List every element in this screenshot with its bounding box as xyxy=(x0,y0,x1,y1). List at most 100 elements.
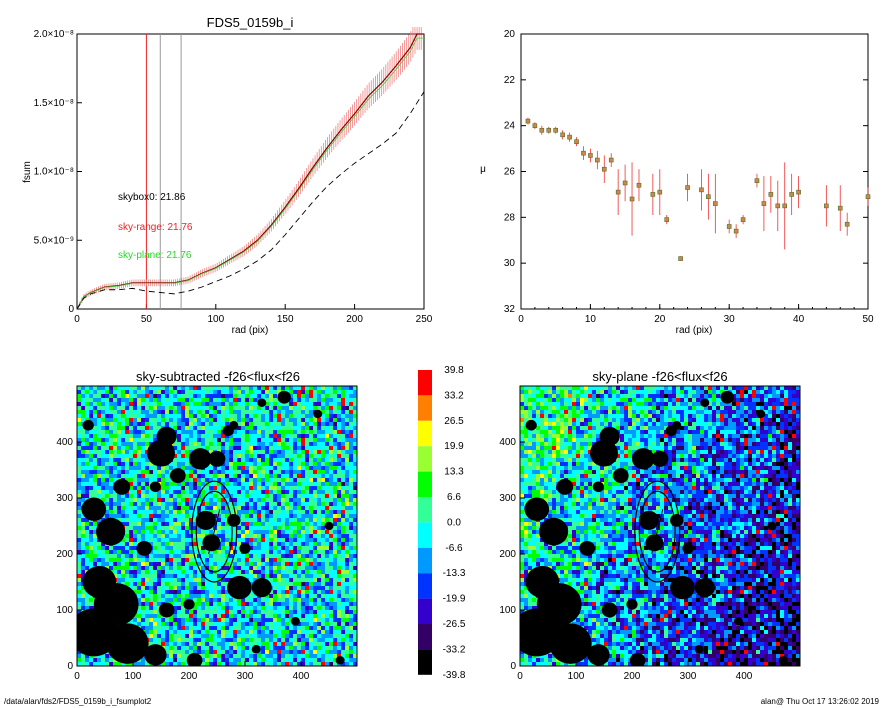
x-tick-label: 150 xyxy=(277,314,294,325)
heatmap-cell xyxy=(309,590,314,595)
heatmap-cell xyxy=(325,626,330,631)
heatmap-cell xyxy=(309,542,314,547)
heatmap-cell xyxy=(277,546,282,551)
heatmap-cell xyxy=(229,626,234,631)
heatmap-cell xyxy=(337,558,342,563)
heatmap-cell xyxy=(217,646,222,651)
heatmap-cell xyxy=(277,542,282,547)
heatmap-cell xyxy=(265,458,270,463)
heatmap-cell xyxy=(285,646,290,651)
heatmap-cell xyxy=(185,614,190,619)
heatmap-cell xyxy=(333,410,338,415)
heatmap-cell xyxy=(321,426,326,431)
heatmap-cell xyxy=(269,538,274,543)
heatmap-cell xyxy=(125,422,130,427)
heatmap-cell xyxy=(249,414,254,419)
heatmap-cell xyxy=(181,574,186,579)
heatmap-cell xyxy=(145,630,150,635)
heatmap-cell xyxy=(221,650,226,655)
heatmap-cell xyxy=(317,530,322,535)
heatmap-cell xyxy=(101,442,106,447)
heatmap-cell xyxy=(109,454,114,459)
heatmap-cell xyxy=(305,478,310,483)
heatmap-cell xyxy=(133,430,138,435)
heatmap-cell xyxy=(181,550,186,555)
heatmap-cell xyxy=(333,414,338,419)
heatmap-cell xyxy=(249,514,254,519)
heatmap-cell xyxy=(237,410,242,415)
heatmap-cell xyxy=(253,534,258,539)
heatmap-cell xyxy=(325,566,330,571)
heatmap-cell xyxy=(209,466,214,471)
heatmap-cell xyxy=(281,466,286,471)
heatmap-cell xyxy=(293,594,298,599)
heatmap-cell xyxy=(153,566,158,571)
heatmap-cell xyxy=(269,398,274,403)
heatmap-cell xyxy=(221,642,226,647)
heatmap-cell xyxy=(297,386,302,391)
heatmap-cell xyxy=(137,482,142,487)
heatmap-cell xyxy=(321,622,326,627)
heatmap-cell xyxy=(241,414,246,419)
heatmap-cell xyxy=(265,490,270,495)
heatmap-cell xyxy=(253,478,258,483)
heatmap-cell xyxy=(193,574,198,579)
heatmap-cell xyxy=(185,518,190,523)
heatmap-cell xyxy=(145,466,150,471)
heatmap-cell xyxy=(149,402,154,407)
heatmap-cell xyxy=(161,566,166,571)
heatmap-cell xyxy=(145,402,150,407)
heatmap-cell xyxy=(217,390,222,395)
heatmap-cell xyxy=(201,594,206,599)
heatmap-cell xyxy=(181,386,186,391)
heatmap-cell xyxy=(341,390,346,395)
heatmap-cell xyxy=(309,482,314,487)
heatmap-cell xyxy=(333,402,338,407)
heatmap-cell xyxy=(265,654,270,659)
heatmap-cell xyxy=(169,518,174,523)
heatmap-cell xyxy=(165,562,170,567)
heatmap-cell xyxy=(117,494,122,499)
heatmap-cell xyxy=(129,526,134,531)
heatmap-cell xyxy=(225,590,230,595)
heatmap-cell xyxy=(269,470,274,475)
heatmap-cell xyxy=(225,606,230,611)
heatmap-cell xyxy=(305,654,310,659)
heatmap-cell xyxy=(273,402,278,407)
heatmap-cell xyxy=(209,638,214,643)
heatmap-cell xyxy=(205,434,210,439)
heatmap-cell xyxy=(81,498,86,503)
heatmap-cell xyxy=(293,398,298,403)
heatmap-cell xyxy=(249,470,254,475)
heatmap-cell xyxy=(121,438,126,443)
heatmap-cell xyxy=(329,414,334,419)
heatmap-cell xyxy=(117,394,122,399)
heatmap-cell xyxy=(221,478,226,483)
heatmap-cell xyxy=(269,442,274,447)
heatmap-cell xyxy=(157,386,162,391)
heatmap-cell xyxy=(109,386,114,391)
heatmap-cell xyxy=(233,490,238,495)
heatmap-cell xyxy=(209,602,214,607)
heatmap-cell xyxy=(305,402,310,407)
heatmap-cell xyxy=(229,638,234,643)
heatmap-cell xyxy=(109,562,114,567)
heatmap-cell xyxy=(305,534,310,539)
heatmap-cell xyxy=(221,386,226,391)
heatmap-cell xyxy=(285,442,290,447)
heatmap-cell xyxy=(253,494,258,499)
heatmap-cell xyxy=(245,538,250,543)
heatmap-cell xyxy=(249,570,254,575)
heatmap-cell xyxy=(185,474,190,479)
heatmap-cell xyxy=(149,562,154,567)
heatmap-cell xyxy=(229,530,234,535)
heatmap-cell xyxy=(93,390,98,395)
heatmap-cell xyxy=(309,478,314,483)
heatmap-cell xyxy=(277,526,282,531)
heatmap-cell xyxy=(173,466,178,471)
heatmap-cell xyxy=(285,506,290,511)
heatmap-cell xyxy=(165,386,170,391)
heatmap-cell xyxy=(101,470,106,475)
heatmap-cell xyxy=(321,578,326,583)
heatmap-cell xyxy=(201,642,206,647)
